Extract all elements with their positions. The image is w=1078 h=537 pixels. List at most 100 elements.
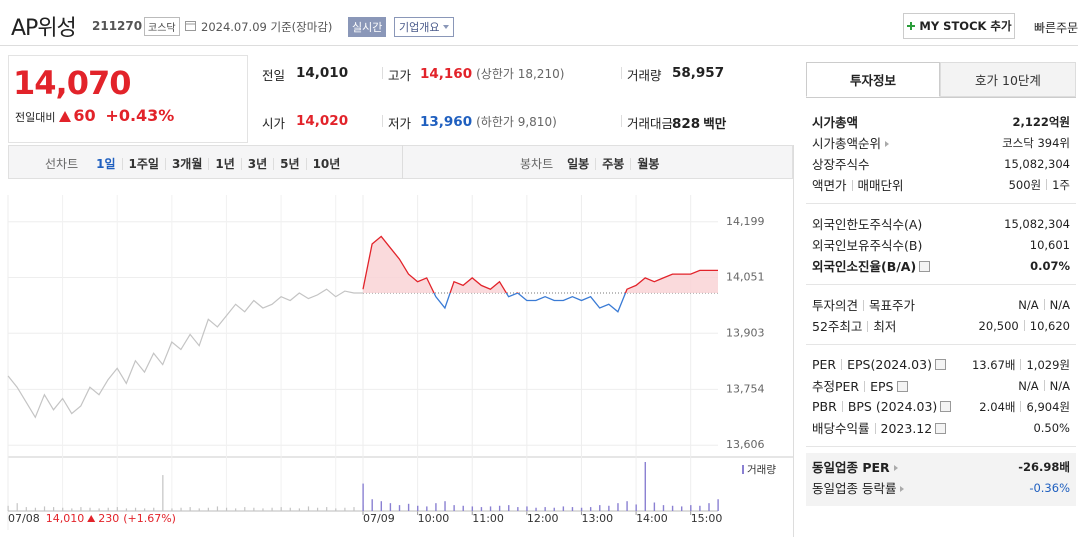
separator <box>851 180 853 191</box>
y-tick-label: 13,903 <box>726 326 765 339</box>
info-row: 시가총액 2,122억원 <box>812 111 1070 132</box>
note: (상한가 18,210) <box>476 67 565 81</box>
summary-label: 거래량 <box>627 68 662 83</box>
volume-legend: 거래량 <box>747 464 776 476</box>
info-row: 투자의견 목표주가 N/A N/A <box>812 294 1070 315</box>
period-tab[interactable]: 주봉 <box>596 157 632 170</box>
label-part: 동일업종 등락률 <box>812 481 897 496</box>
info-row: PBR BPS (2024.03) 2.04배 6,904원 <box>812 396 1070 417</box>
summary-value: 13,960 (하한가 9,810) <box>420 113 557 130</box>
label-part: 동일업종 PER <box>812 460 890 475</box>
tab-active[interactable]: 투자정보 <box>806 62 940 97</box>
label-part: 시가총액 <box>812 115 859 130</box>
value-part: 15,082,304 <box>1004 156 1070 171</box>
label-part: 외국인소진율(B/A) <box>812 259 917 274</box>
info-label: 액면가 매매단위 <box>812 175 904 194</box>
value-part: 0.07% <box>1030 258 1070 273</box>
candle-tabs: 봉차트 일봉 주봉 월봉 <box>520 155 665 172</box>
y-tick-label: 13,754 <box>726 382 765 395</box>
info-row: 동일업종 등락률 -0.36% <box>812 477 1070 498</box>
volume-bar <box>280 507 282 511</box>
value-part: 500원 <box>1008 177 1042 192</box>
period-tab[interactable]: 1주일 <box>123 157 166 170</box>
volume-bar <box>125 508 128 511</box>
info-value: N/A N/A <box>1018 298 1070 312</box>
volume-bar <box>653 502 656 511</box>
summary-label: 전일 <box>262 68 286 83</box>
info-value: 2.04배 6,904원 <box>979 399 1070 415</box>
info-value: 10,601 <box>1030 238 1070 252</box>
overview-button[interactable]: 기업개요 <box>394 17 455 37</box>
change-label: 전일대비 <box>15 111 56 124</box>
change-pct: +0.43% <box>105 106 175 125</box>
period-tab[interactable]: 10년 <box>312 156 341 171</box>
help-icon[interactable] <box>919 261 931 272</box>
volume-bar <box>225 507 228 511</box>
calendar-icon <box>185 21 196 31</box>
volume-bar <box>717 499 719 511</box>
volume-bar <box>453 505 455 511</box>
cell-divider <box>621 67 622 79</box>
period-tab[interactable]: 일봉 <box>561 157 597 170</box>
volume-bar <box>171 508 173 511</box>
unit: 백만 <box>703 116 727 131</box>
value-part: -0.36% <box>1029 480 1070 495</box>
period-tab[interactable]: 3개월 <box>166 157 210 170</box>
label-part: 매매단위 <box>857 178 904 193</box>
separator <box>1020 358 1022 370</box>
volume-bar <box>644 462 646 511</box>
period-tab[interactable]: 5년 <box>274 157 307 170</box>
note: (하한가 9,810) <box>476 115 557 129</box>
volume-bar <box>34 507 37 511</box>
as-of: 2024.07.09 기준(장마감) <box>201 19 332 35</box>
separator <box>867 321 869 332</box>
label-part: 목표주가 <box>869 298 916 313</box>
volume-bar <box>16 503 18 511</box>
label-part: 52주최고 <box>812 319 863 334</box>
info-label: 외국인한도주식수(A) <box>812 214 922 233</box>
period-tab[interactable]: 1일 <box>90 157 123 170</box>
link-arrow <box>885 141 890 147</box>
prev-day-label: 07/08 <box>8 512 40 525</box>
info-label: 외국인소진율(B/A) <box>812 256 931 275</box>
volume-bar <box>407 503 410 511</box>
volume-bar <box>62 507 64 511</box>
info-row: 외국인소진율(B/A) 0.07% <box>812 255 1070 276</box>
value-part: 0.50% <box>1033 420 1070 435</box>
y-tick-label: 14,051 <box>726 271 765 284</box>
quick-order[interactable]: 빠른주문 <box>1034 21 1078 35</box>
period-tab[interactable]: 월봉 <box>637 156 660 171</box>
volume-bar <box>571 507 574 511</box>
change: 60 <box>73 106 96 125</box>
volume-bar <box>626 501 628 511</box>
period-tab[interactable]: 3년 <box>242 157 275 170</box>
volume-bar <box>144 508 146 511</box>
tab[interactable]: 호가 10단계 <box>940 62 1076 97</box>
volume-bar <box>107 507 109 511</box>
volume-bar <box>53 507 55 511</box>
volume-bar <box>216 506 219 511</box>
volume-bar <box>134 507 137 511</box>
info-row: 시가총액순위 코스닥 394위 <box>812 132 1070 153</box>
link-arrow <box>900 486 905 492</box>
prev-close: 14,010 <box>46 512 85 525</box>
info-value: 13.67배 1,029원 <box>972 357 1070 373</box>
help-icon[interactable] <box>934 359 946 370</box>
value: 14,010 <box>296 65 349 81</box>
cell-divider <box>621 115 622 127</box>
label-part: 투자의견 <box>812 298 859 313</box>
info-row: 동일업종 PER -26.98배 <box>812 456 1070 477</box>
help-icon[interactable] <box>940 401 952 412</box>
summary-value: 58,957 <box>672 65 724 81</box>
line-tabs: 선차트 1일 1주일 3개월 1년 3년 5년 10년 <box>45 155 346 172</box>
realtime-badge[interactable]: 실시간 <box>348 17 387 37</box>
price-line <box>362 235 718 313</box>
mystock-button[interactable]: MY STOCK 추가 <box>903 13 1015 39</box>
help-icon[interactable] <box>896 381 908 392</box>
up-icon <box>59 111 72 122</box>
volume-bar <box>180 507 182 511</box>
help-icon[interactable] <box>935 423 947 434</box>
period-tab[interactable]: 1년 <box>209 157 242 170</box>
value-part: N/A <box>1049 378 1070 393</box>
